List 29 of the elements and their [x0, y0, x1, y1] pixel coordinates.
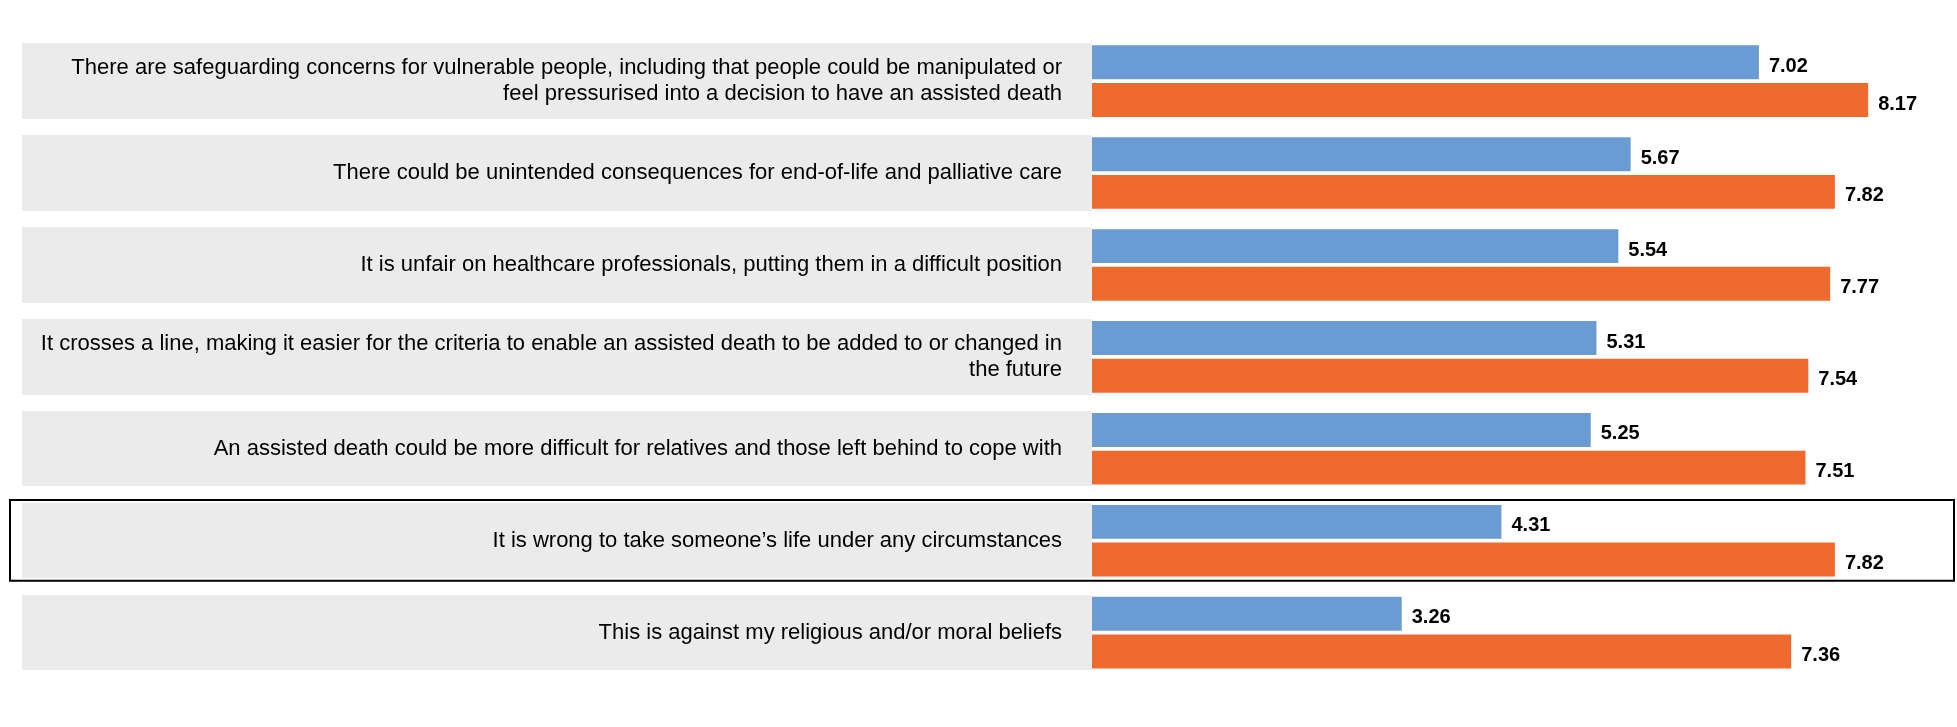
data-label: 7.51 — [1815, 459, 1855, 482]
y-tick-label: This is against my religious and/or moral beliefs — [598, 618, 1062, 644]
data-label: 7.82 — [1844, 183, 1884, 206]
data-label: 3.26 — [1411, 605, 1451, 628]
data-label: 7.54 — [1818, 367, 1859, 390]
bar — [1092, 413, 1591, 447]
bar — [1092, 321, 1597, 356]
bar — [1092, 137, 1631, 172]
y-tick-label: An assisted death could be more difficult for relatives and those left behind to cope with — [213, 434, 1062, 460]
data-label: 8.17 — [1878, 91, 1918, 114]
y-tick-label: It is unfair on healthcare professionals, putting them in a difficult position — [360, 251, 1062, 277]
bar — [1092, 504, 1502, 539]
bar — [1092, 596, 1402, 631]
y-tick-label: There are safeguarding concerns for vulnerable people, including that people could be manipulated or feel pressurised into a decision to have an assisted death — [71, 54, 1062, 106]
data-label: 5.31 — [1606, 329, 1646, 352]
y-tick-label: It crosses a line, making it easier for the criteria to enable an assisted death to be added to or changed in the future — [40, 329, 1062, 382]
y-tick-label: It is wrong to take someone’s life under any circumstances — [492, 526, 1062, 552]
bar — [1092, 229, 1619, 264]
data-label: 4.31 — [1511, 513, 1551, 536]
data-label: 7.82 — [1844, 551, 1884, 574]
data-label: 7.02 — [1768, 53, 1808, 76]
bar — [1092, 45, 1759, 80]
data-label: 5.54 — [1628, 237, 1669, 260]
data-label: 7.77 — [1840, 275, 1880, 298]
data-label: 5.67 — [1640, 145, 1680, 168]
bar — [1092, 634, 1792, 669]
data-label: 5.25 — [1600, 421, 1640, 444]
y-tick-label: There could be unintended consequences for end-of-life and palliative care — [333, 159, 1062, 185]
data-label: 7.36 — [1801, 643, 1841, 665]
